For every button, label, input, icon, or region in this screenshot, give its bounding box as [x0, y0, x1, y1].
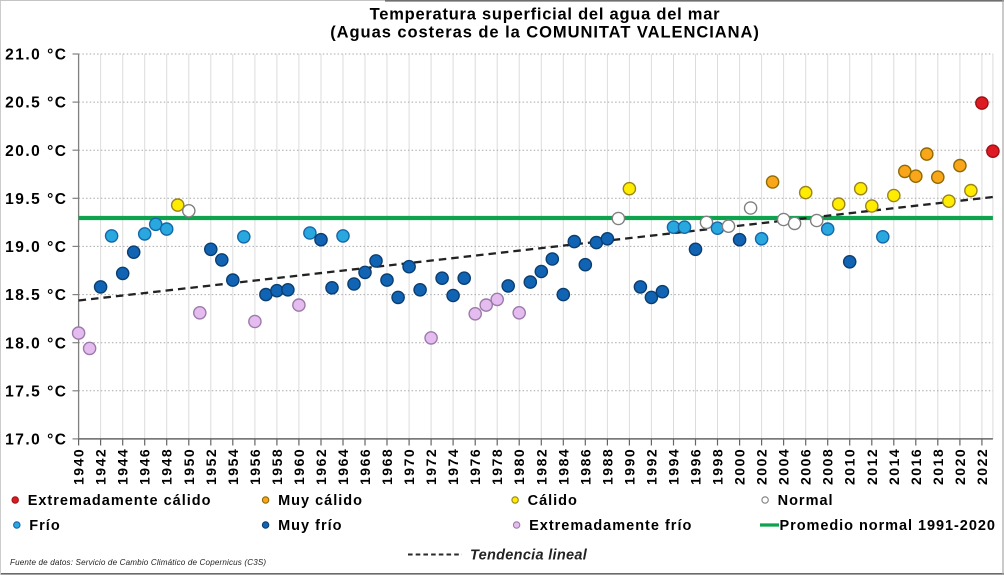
svg-text:1982: 1982	[533, 448, 549, 485]
svg-text:19.5 °C: 19.5 °C	[5, 191, 67, 208]
svg-text:1956: 1956	[247, 448, 263, 485]
svg-text:1974: 1974	[445, 448, 461, 485]
svg-text:1978: 1978	[489, 448, 505, 485]
svg-text:2022: 2022	[974, 448, 990, 485]
svg-text:1980: 1980	[511, 448, 527, 485]
svg-text:1946: 1946	[137, 448, 153, 485]
svg-text:1998: 1998	[710, 448, 726, 485]
svg-text:1966: 1966	[357, 448, 373, 485]
svg-text:Fuente de datos: Servicio de C: Fuente de datos: Servicio de Cambio Clim…	[10, 558, 266, 567]
svg-text:1952: 1952	[203, 448, 219, 485]
svg-text:1960: 1960	[291, 448, 307, 485]
svg-text:18.5 °C: 18.5 °C	[5, 287, 67, 304]
svg-text:2014: 2014	[886, 448, 902, 485]
svg-text:20.5 °C: 20.5 °C	[5, 95, 67, 112]
svg-text:Temperatura superficial del ag: Temperatura superficial del agua del mar	[370, 6, 721, 24]
svg-text:2000: 2000	[732, 448, 748, 485]
svg-text:1950: 1950	[181, 448, 197, 485]
svg-text:1994: 1994	[666, 448, 682, 485]
svg-text:1988: 1988	[599, 448, 615, 485]
svg-text:18.0 °C: 18.0 °C	[5, 335, 67, 352]
svg-text:19.0 °C: 19.0 °C	[5, 239, 67, 256]
svg-text:2010: 2010	[842, 448, 858, 485]
svg-text:Extremadamente frío: Extremadamente frío	[529, 518, 692, 534]
svg-text:1962: 1962	[313, 448, 329, 485]
svg-text:2016: 2016	[908, 448, 924, 485]
svg-text:1976: 1976	[467, 448, 483, 485]
svg-text:Extremadamente cálido: Extremadamente cálido	[28, 493, 212, 509]
svg-text:1970: 1970	[401, 448, 417, 485]
svg-text:17.5 °C: 17.5 °C	[5, 383, 67, 400]
svg-text:2012: 2012	[864, 448, 880, 485]
svg-text:2020: 2020	[952, 448, 968, 485]
svg-text:1942: 1942	[93, 448, 109, 485]
svg-text:2018: 2018	[930, 448, 946, 485]
svg-text:2006: 2006	[798, 448, 814, 485]
svg-text:21.0 °C: 21.0 °C	[5, 47, 67, 64]
svg-text:2002: 2002	[754, 448, 770, 485]
svg-text:1968: 1968	[379, 448, 395, 485]
svg-text:Muy frío: Muy frío	[278, 518, 342, 534]
svg-text:Normal: Normal	[778, 493, 834, 509]
svg-text:Promedio normal 1991-2020: Promedio normal 1991-2020	[780, 518, 996, 534]
svg-text:1990: 1990	[621, 448, 637, 485]
svg-text:(Aguas costeras de la COMUNITA: (Aguas costeras de la COMUNITAT VALENCIA…	[330, 24, 760, 42]
svg-text:1986: 1986	[577, 448, 593, 485]
svg-text:1992: 1992	[643, 448, 659, 485]
svg-text:Tendencia lineal: Tendencia lineal	[470, 548, 588, 564]
svg-text:Frío: Frío	[29, 518, 60, 534]
svg-text:17.0 °C: 17.0 °C	[5, 432, 67, 449]
svg-text:1954: 1954	[225, 448, 241, 485]
svg-text:1972: 1972	[423, 448, 439, 485]
svg-text:1940: 1940	[71, 448, 87, 485]
svg-text:1944: 1944	[115, 448, 131, 485]
svg-text:1996: 1996	[688, 448, 704, 485]
svg-text:1948: 1948	[159, 448, 175, 485]
svg-text:1964: 1964	[335, 448, 351, 485]
svg-text:1984: 1984	[555, 448, 571, 485]
svg-text:20.0 °C: 20.0 °C	[5, 143, 67, 160]
svg-text:Cálido: Cálido	[528, 493, 578, 509]
svg-text:2008: 2008	[820, 448, 836, 485]
svg-text:2004: 2004	[776, 448, 792, 485]
svg-text:Muy cálido: Muy cálido	[278, 493, 363, 509]
svg-text:1958: 1958	[269, 448, 285, 485]
